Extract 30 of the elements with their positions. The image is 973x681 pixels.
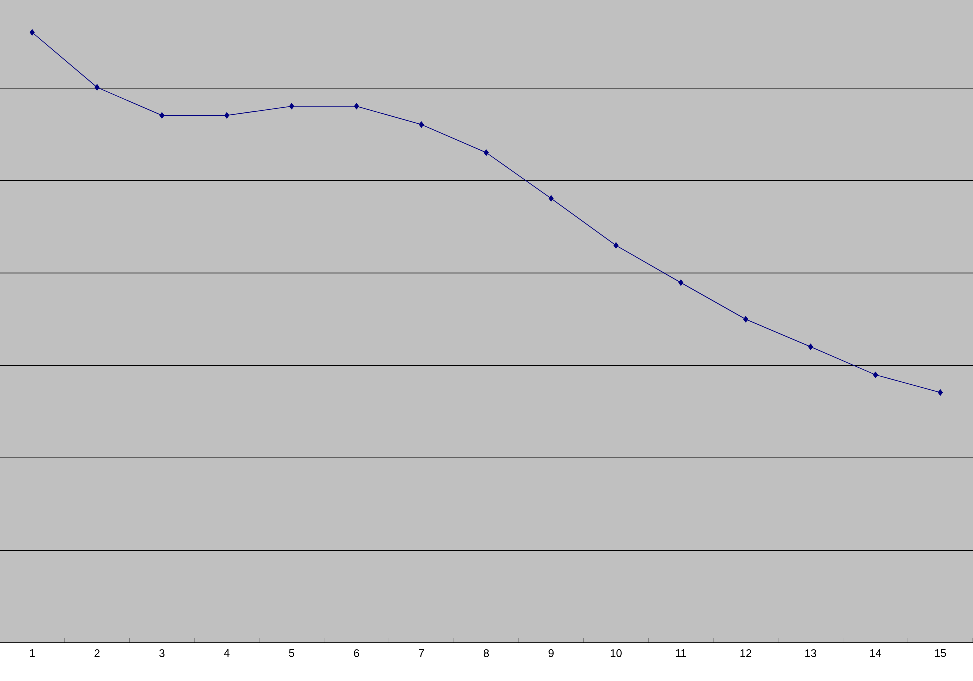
point — [224, 112, 230, 119]
x-tick-label: 15 — [935, 650, 946, 658]
x-tick-label: 2 — [94, 650, 100, 658]
x-tick-label: 14 — [870, 650, 882, 658]
x-tick-label: 5 — [289, 650, 294, 658]
point — [94, 84, 100, 91]
point — [873, 372, 878, 378]
x-tick-label: 8 — [484, 650, 490, 658]
x-tick-label: 9 — [548, 650, 554, 658]
point — [938, 390, 944, 396]
x-tick-label: 12 — [740, 650, 752, 658]
x-tick-label: 11 — [676, 650, 686, 658]
x-tick-label: 13 — [806, 650, 816, 658]
point — [30, 29, 35, 36]
x-tick-label: 3 — [160, 650, 165, 658]
point — [548, 195, 554, 202]
x-tick-label: 1 — [30, 650, 35, 658]
point — [289, 103, 294, 110]
x-tick-label: 6 — [354, 650, 360, 658]
point — [808, 344, 814, 350]
point — [678, 280, 684, 286]
point — [744, 316, 748, 323]
x-tick-label: 10 — [610, 650, 622, 658]
point — [160, 112, 165, 119]
point — [419, 122, 424, 128]
x-tick-label: 4 — [224, 650, 230, 658]
point — [614, 242, 619, 249]
point — [484, 150, 489, 156]
x-tick-label: 7 — [419, 650, 424, 658]
point — [354, 103, 360, 110]
